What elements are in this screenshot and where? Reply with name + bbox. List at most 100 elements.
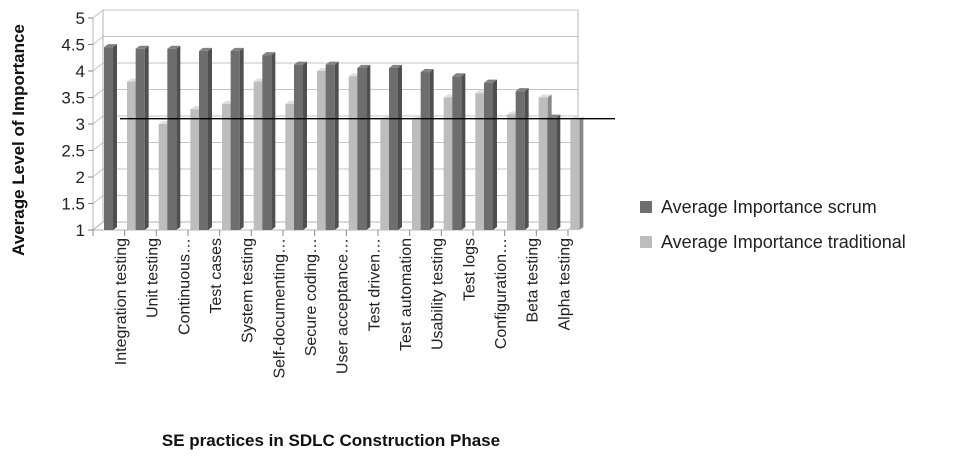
bar-scrum-13: [515, 88, 529, 230]
bar-top: [389, 64, 402, 68]
bar-side: [429, 69, 434, 230]
bar-side: [208, 47, 212, 230]
bar-top: [484, 79, 497, 83]
bar-front: [412, 119, 421, 230]
bar-front: [262, 55, 272, 230]
bar-front: [135, 48, 145, 230]
bar-side: [334, 61, 339, 230]
y-tick-label: 1.5: [61, 195, 85, 214]
x-category-label: Self-documenting…: [271, 238, 288, 379]
bar-scrum-1: [135, 45, 149, 230]
y-tick-label: 5: [76, 9, 85, 28]
bar-side: [303, 61, 307, 230]
x-category-label: Test automation: [398, 238, 415, 351]
bar-front: [253, 81, 263, 230]
bar-front: [190, 109, 200, 230]
bar-front: [127, 81, 136, 230]
bar-scrum-2: [167, 45, 181, 230]
bar-side: [524, 88, 529, 230]
bar-front: [538, 97, 548, 230]
bar-front: [285, 103, 295, 230]
x-category-label: Configuration…: [493, 238, 510, 349]
y-tick-label: 2: [76, 168, 85, 187]
bar-front: [570, 119, 580, 230]
legend-label-traditional: Average Importance traditional: [661, 231, 906, 252]
x-axis-categories: Integration testing Unit testing Continuou…: [92, 230, 573, 379]
bar-front: [380, 119, 390, 230]
legend: Average Importance scrum Average Importa…: [640, 196, 906, 266]
bar-top: [538, 94, 552, 98]
bar-scrum-4: [230, 47, 244, 230]
bar-scrum-6: [294, 61, 307, 230]
back-wall: [102, 10, 579, 223]
bar-front: [507, 114, 516, 230]
bar-front: [475, 93, 485, 230]
bar-scrum-10: [420, 69, 434, 230]
bar-scrum-3: [199, 47, 212, 230]
bar-side: [579, 116, 584, 230]
bar-front: [167, 48, 177, 230]
bar-front: [420, 72, 430, 230]
y-tick-label: 3.5: [61, 89, 85, 108]
bar-scrum-5: [262, 52, 276, 230]
bar-side: [493, 79, 497, 230]
bar-front: [158, 124, 168, 230]
bar-front: [389, 67, 398, 230]
x-category-label: System testing: [240, 238, 257, 343]
x-category-label: Test logs: [461, 238, 478, 301]
bar-scrum-0: [104, 44, 117, 231]
bar-front: [230, 50, 240, 230]
bar-side: [113, 44, 117, 231]
bar-front: [317, 71, 326, 230]
bar-front: [348, 76, 358, 230]
bar-side: [398, 64, 402, 230]
x-category-label: Secure coding…: [303, 238, 320, 356]
bar-top: [357, 64, 371, 68]
bar-front: [199, 50, 208, 230]
bar-scrum-14: [547, 114, 561, 230]
x-category-label: Continuous…: [176, 238, 193, 335]
bar-traditional-14: [570, 116, 584, 230]
grid-line: [92, 36, 578, 45]
y-axis-ticks: 1 1.5 2 2.5 3 3.5 4 4.5 5: [61, 9, 93, 240]
bar-top: [104, 44, 117, 48]
bar-top: [325, 61, 339, 65]
bar-top: [135, 45, 149, 49]
x-category-label: Unit testing: [145, 238, 162, 318]
bar-top: [199, 47, 212, 51]
y-tick-label: 4: [76, 62, 85, 81]
bar-front: [104, 47, 113, 231]
bar-front: [294, 64, 303, 230]
bar-scrum-8: [357, 64, 371, 230]
y-axis-title: Average Level of Importance: [9, 24, 28, 256]
bar-side: [144, 45, 149, 230]
bar-top: [262, 52, 276, 56]
bar-front: [357, 67, 367, 230]
x-category-label: Alpha testing: [556, 238, 573, 331]
bar-front: [443, 97, 453, 230]
bar-top: [547, 114, 561, 118]
bar-side: [176, 45, 181, 230]
bar-side: [271, 52, 276, 230]
bar-front: [452, 76, 462, 230]
x-category-label: Test driven…: [366, 238, 383, 331]
bar-top: [230, 47, 244, 51]
bar-front: [484, 82, 493, 230]
legend-swatch-traditional: [640, 236, 652, 248]
bars: [104, 44, 584, 231]
bar-scrum-7: [325, 61, 339, 230]
bar-top: [294, 61, 307, 65]
bar-side: [461, 73, 466, 230]
y-tick-label: 3: [76, 115, 85, 134]
legend-label-scrum: Average Importance scrum: [661, 196, 877, 217]
x-category-label: Integration testing: [113, 238, 130, 365]
bar-side: [556, 114, 561, 230]
x-category-label: Usability testing: [430, 238, 447, 350]
x-category-label: User acceptance…: [335, 238, 352, 374]
x-axis-title: SE practices in SDLC Construction Phase: [162, 431, 500, 450]
bar-scrum-12: [484, 79, 497, 230]
legend-item-traditional: Average Importance traditional: [640, 231, 906, 253]
x-category-label: Beta testing: [525, 238, 542, 323]
bar-top: [515, 88, 529, 92]
